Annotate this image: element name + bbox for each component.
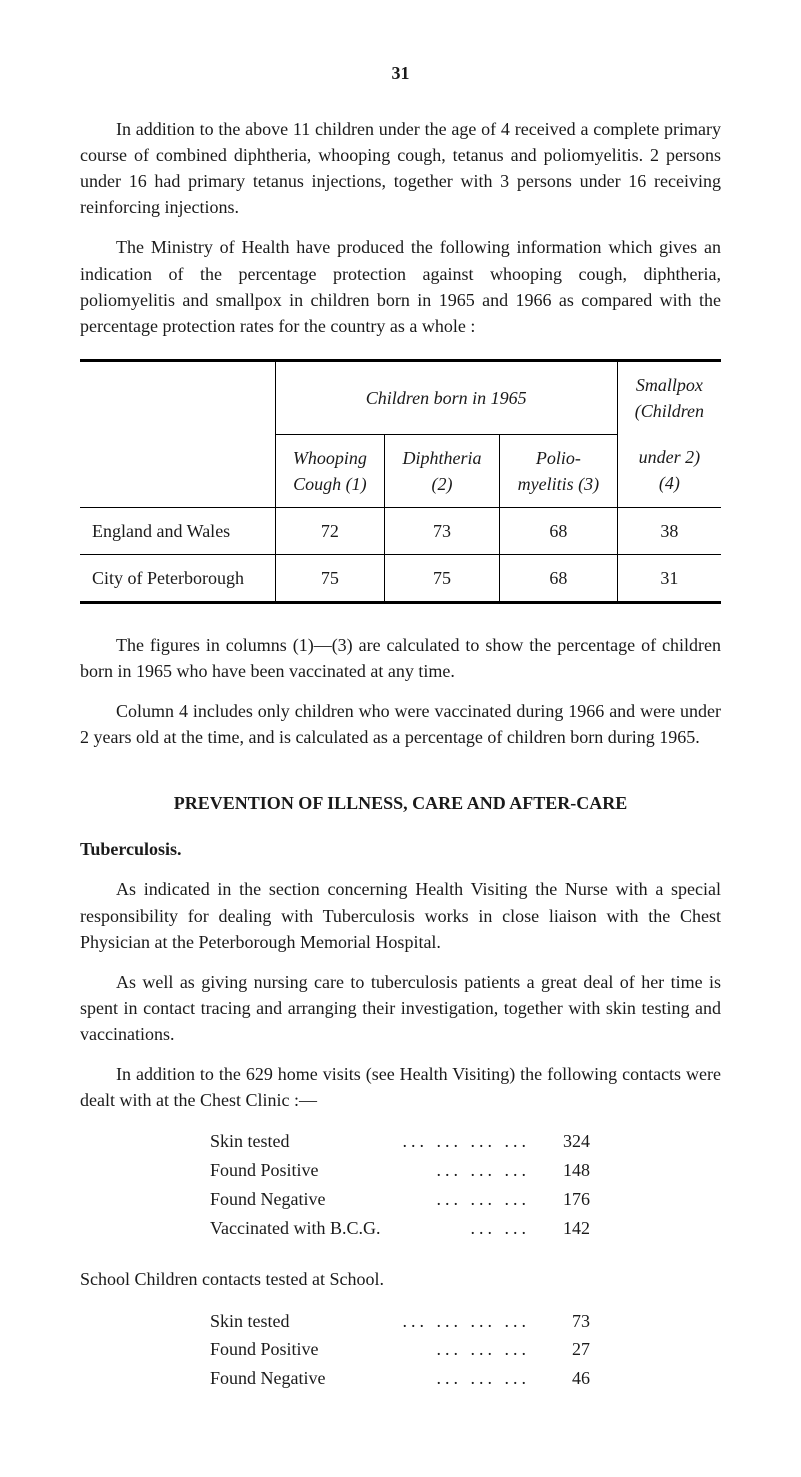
list-label: Found Negative (210, 1185, 427, 1214)
list-value: 324 (540, 1127, 590, 1156)
table-row-england-label: England and Wales (80, 507, 275, 554)
list-label: Skin tested (210, 1307, 393, 1336)
tuberculosis-p1: As indicated in the section concerning H… (80, 876, 721, 954)
paragraph-3: The figures in columns (1)—(3) are calcu… (80, 632, 721, 684)
list-item: Found Negative ... ... ... 46 (210, 1364, 590, 1393)
table-row-england-c3: 68 (500, 507, 618, 554)
page-number: 31 (80, 60, 721, 86)
table-row-england-c1: 72 (275, 507, 384, 554)
list-label: Found Negative (210, 1364, 427, 1393)
list-value: 73 (540, 1307, 590, 1336)
list-item: Found Positive ... ... ... 148 (210, 1156, 590, 1185)
table-row-peterborough-c4: 31 (617, 554, 721, 602)
list-item: Skin tested ... ... ... ... 324 (210, 1127, 590, 1156)
school-list: Skin tested ... ... ... ... 73 Found Pos… (210, 1307, 590, 1393)
list-label: Vaccinated with B.C.G. (210, 1214, 461, 1243)
list-item: Found Negative ... ... ... 176 (210, 1185, 590, 1214)
table-row-peterborough-c3: 68 (500, 554, 618, 602)
table-row-england-c4: 38 (617, 507, 721, 554)
table-row-peterborough-c2: 75 (385, 554, 500, 602)
list-label: Found Positive (210, 1156, 427, 1185)
table-row-peterborough-c1: 75 (275, 554, 384, 602)
paragraph-4: Column 4 includes only children who were… (80, 698, 721, 750)
table-col-polio: Polio- myelitis (3) (500, 434, 618, 507)
table-col-diphtheria: Diphtheria (2) (385, 434, 500, 507)
subsection-tuberculosis: Tuberculosis. (80, 836, 721, 862)
list-value: 142 (540, 1214, 590, 1243)
dots: ... ... (461, 1214, 541, 1243)
list-label: Skin tested (210, 1127, 393, 1156)
list-value: 46 (540, 1364, 590, 1393)
list-value: 176 (540, 1185, 590, 1214)
dots: ... ... ... ... (393, 1307, 541, 1336)
dots: ... ... ... ... (393, 1127, 541, 1156)
list-value: 148 (540, 1156, 590, 1185)
paragraph-2: The Ministry of Health have produced the… (80, 234, 721, 338)
chest-clinic-list: Skin tested ... ... ... ... 324 Found Po… (210, 1127, 590, 1242)
table-row-england-c2: 73 (385, 507, 500, 554)
table-row-peterborough-label: City of Peterborough (80, 554, 275, 602)
table-header-children-born: Children born in 1965 (275, 360, 617, 434)
table-col-smallpox-sub: under 2) (4) (617, 434, 721, 507)
vaccination-table: Children born in 1965 Smallpox (Children… (80, 359, 721, 604)
table-col-whooping: Whooping Cough (1) (275, 434, 384, 507)
list-item: Skin tested ... ... ... ... 73 (210, 1307, 590, 1336)
tuberculosis-p3: In addition to the 629 home visits (see … (80, 1061, 721, 1113)
dots: ... ... ... (427, 1156, 541, 1185)
list-item: Vaccinated with B.C.G. ... ... 142 (210, 1214, 590, 1243)
section-heading-prevention: PREVENTION OF ILLNESS, CARE AND AFTER-CA… (80, 790, 721, 816)
table-header-smallpox: Smallpox (Children (617, 360, 721, 434)
paragraph-1: In addition to the above 11 children und… (80, 116, 721, 220)
tuberculosis-p2: As well as giving nursing care to tuberc… (80, 969, 721, 1047)
dots: ... ... ... (427, 1185, 541, 1214)
dots: ... ... ... (427, 1364, 541, 1393)
school-heading: School Children contacts tested at Schoo… (80, 1266, 721, 1292)
